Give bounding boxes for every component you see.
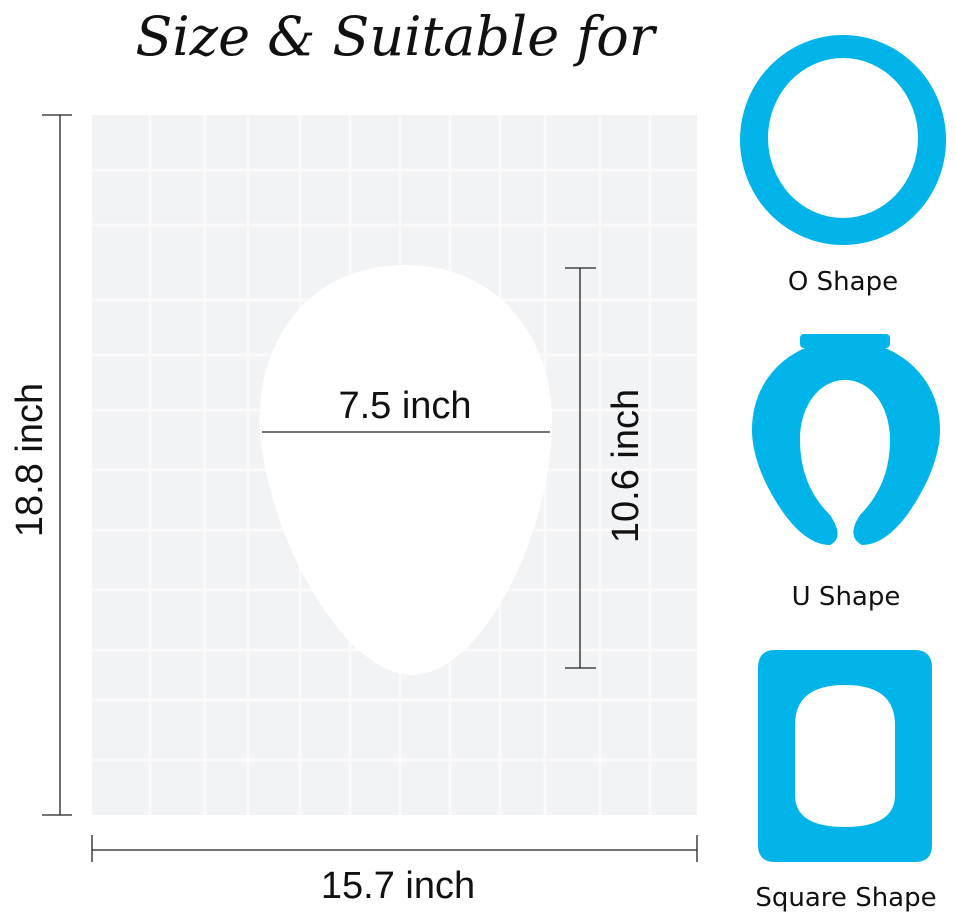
u-shape-label: U Shape: [792, 582, 901, 612]
square-shape-label: Square Shape: [755, 883, 936, 913]
dimension-lines: [42, 114, 698, 862]
seat-cover-sheet: [92, 115, 697, 815]
u-shape-seat-icon: [752, 334, 940, 545]
o-shape-label: O Shape: [788, 267, 898, 297]
width-label: 15.7 inch: [321, 865, 475, 907]
title: Size & Suitable for: [135, 5, 657, 68]
hole-height-label: 10.6 inch: [605, 389, 647, 543]
o-shape-seat-icon: [740, 35, 946, 245]
seat-hole: [259, 265, 553, 675]
hole-width-label: 7.5 inch: [338, 385, 471, 427]
height-label: 18.8 inch: [9, 383, 51, 537]
square-shape-seat-icon: [758, 650, 932, 862]
